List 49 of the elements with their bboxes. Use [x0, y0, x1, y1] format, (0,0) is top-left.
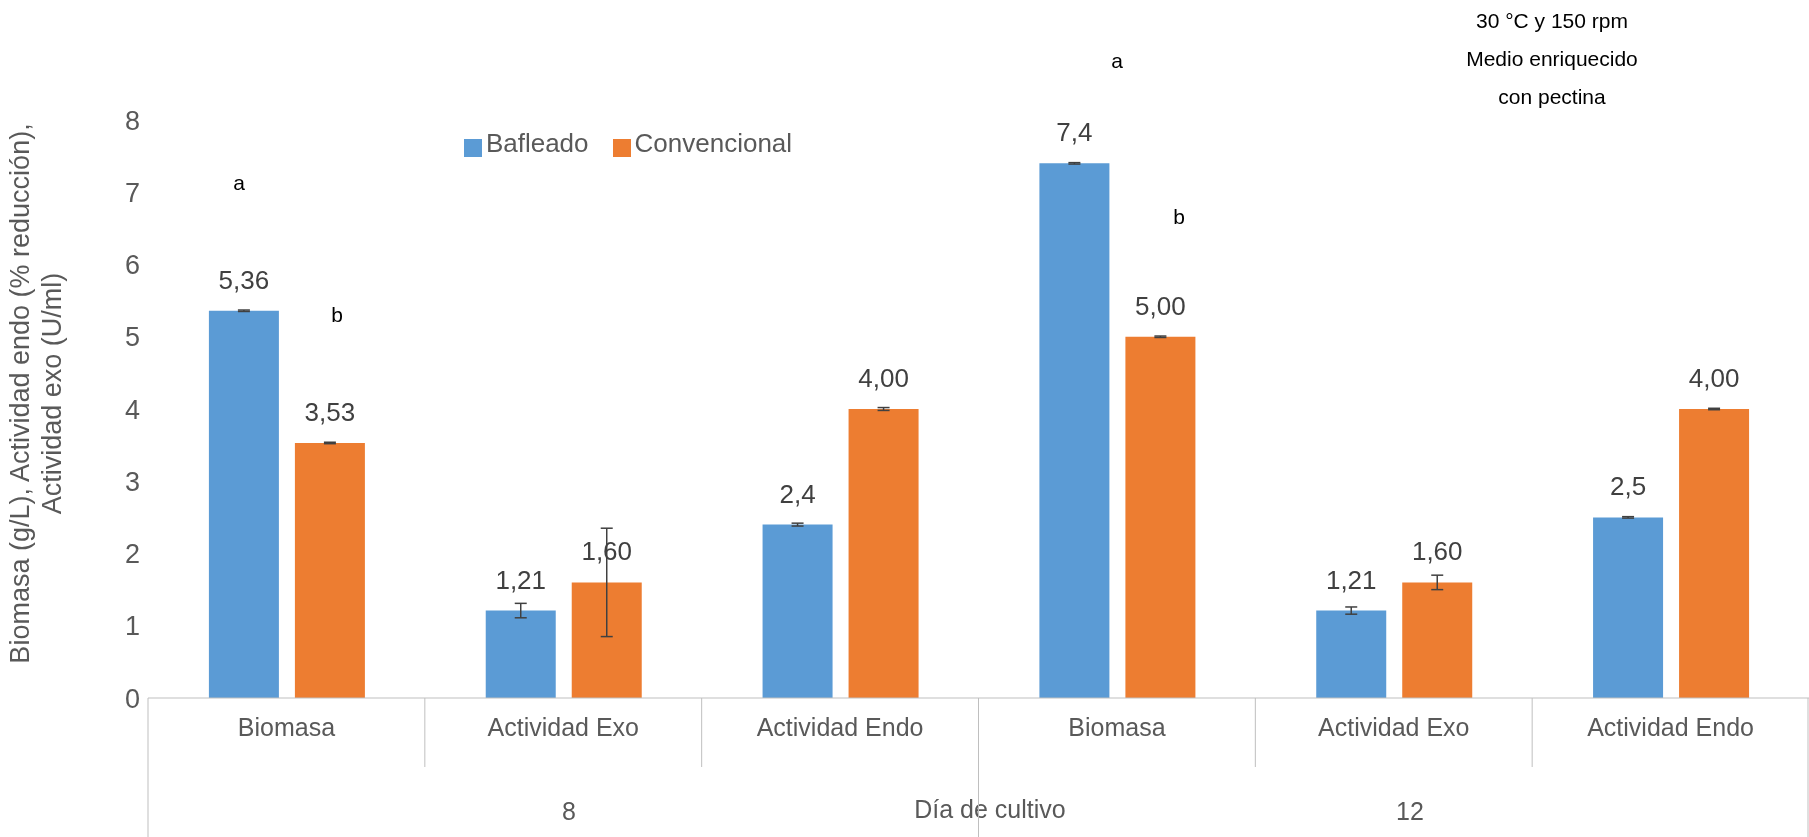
bar	[208, 310, 279, 698]
x-tick-label: Actividad Endo	[1587, 713, 1754, 741]
y-axis-title: Biomasa (g/L), Actividad endo (% reducción), Actividad exo (U/ml)	[5, 123, 67, 664]
text: 8	[562, 797, 576, 825]
bar	[1316, 610, 1387, 698]
legend-label: Bafleado	[485, 128, 589, 158]
data-label: 7,4	[1056, 117, 1093, 148]
bar	[485, 610, 556, 698]
bar	[1039, 163, 1110, 698]
annotation: b	[1173, 205, 1185, 228]
x-axis-title: Día de cultivo	[914, 795, 1066, 823]
legend-label: Convencional	[634, 128, 793, 158]
data-label: 5,36	[218, 264, 270, 295]
data-label: 5,00	[1135, 290, 1186, 321]
annotation: a	[233, 171, 246, 194]
y-tick-label: 2	[124, 539, 140, 570]
x-tick-label: Biomasa	[1068, 713, 1166, 741]
text: 12	[1396, 797, 1424, 825]
data-label: 4,00	[1688, 363, 1740, 393]
y-tick-label: 8	[124, 105, 140, 136]
y-tick-label: 1	[124, 611, 140, 642]
y-tick-label: 6	[124, 250, 140, 281]
bar	[571, 582, 642, 698]
data-label: 4,00	[858, 363, 909, 393]
bar	[1593, 517, 1664, 698]
x-tick-label: Actividad Exo	[487, 713, 639, 741]
bar	[294, 442, 365, 698]
y-tick-label: 7	[124, 177, 140, 208]
y-tick-label: 3	[124, 466, 140, 497]
data-label: 1,60	[1411, 536, 1463, 567]
bar	[848, 409, 919, 698]
data-label: 1,21	[1325, 564, 1377, 595]
data-label: 2,5	[1609, 471, 1647, 502]
y-tick-label: 0	[124, 683, 140, 714]
y-tick-label: 5	[124, 322, 140, 353]
text: a	[1111, 49, 1124, 72]
bar	[1125, 336, 1196, 698]
data-label: 1,21	[495, 564, 547, 595]
y-tick-label: 4	[124, 394, 140, 425]
data-label: 2,4	[779, 478, 816, 509]
text: 30 °C y 150 rpm Medio enriquecido con pectina	[1466, 9, 1638, 108]
annotation: b	[331, 303, 343, 326]
x-tick-label: Actividad Exo	[1318, 713, 1470, 741]
bar	[1679, 409, 1750, 698]
x-tick-label: Biomasa	[237, 713, 336, 741]
data-label: 3,53	[304, 396, 356, 427]
x-tick-label: Actividad Endo	[756, 713, 924, 741]
bar	[1402, 582, 1473, 698]
bar	[762, 524, 833, 698]
